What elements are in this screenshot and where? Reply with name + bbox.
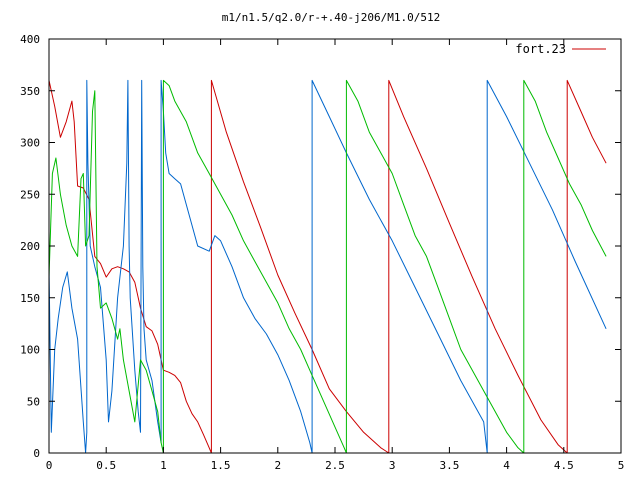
plot-area [48, 79, 607, 454]
y-tick-label: 250 [20, 188, 40, 201]
x-tick-label: 4 [503, 459, 510, 472]
y-tick-label: 350 [20, 85, 40, 98]
x-tick-label: 3.5 [439, 459, 459, 472]
x-tick-label: 1.5 [211, 459, 231, 472]
y-tick-label: 100 [20, 344, 40, 357]
x-tick-label: 0.5 [96, 459, 116, 472]
y-axis: 0 50 100 150 200 250 300 350 400 [20, 33, 621, 460]
y-tick-label: 50 [27, 395, 40, 408]
legend-label: fort.23 [515, 42, 566, 56]
x-tick-label: 3 [389, 459, 396, 472]
y-tick-label: 300 [20, 137, 40, 150]
x-tick-label: 5 [618, 459, 625, 472]
x-tick-label: 0 [46, 459, 53, 472]
chart-title: m1/n1.5/q2.0/r-+.40-j206/M1.0/512 [222, 11, 441, 24]
x-tick-label: 4.5 [554, 459, 574, 472]
series-line-0 [48, 79, 607, 454]
y-tick-label: 400 [20, 33, 40, 46]
legend: fort.23 [515, 42, 606, 56]
x-tick-label: 2 [274, 459, 281, 472]
x-tick-label: 2.5 [325, 459, 345, 472]
y-tick-label: 200 [20, 240, 40, 253]
series-line-1 [48, 79, 607, 454]
y-tick-label: 0 [33, 447, 40, 460]
x-axis: 0 0.5 1 1.5 2 2.5 3 3.5 4 4.5 5 [46, 39, 625, 472]
y-tick-label: 150 [20, 292, 40, 305]
series-line-2 [48, 79, 607, 454]
x-tick-label: 1 [160, 459, 167, 472]
